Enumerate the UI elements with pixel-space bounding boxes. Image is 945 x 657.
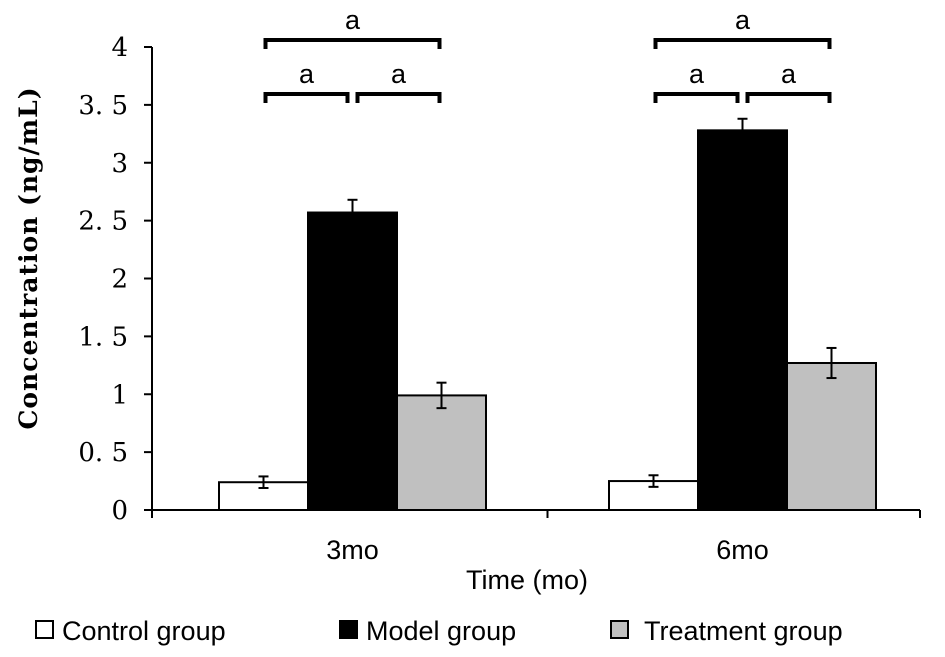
y-tick-label: 0 (111, 496, 128, 526)
error-bar (826, 346, 837, 380)
significance-bracket: a (263, 59, 350, 103)
bar-3mo-treatment-group (396, 394, 487, 511)
significance-bracket: a (653, 5, 832, 49)
significance-label: a (689, 59, 705, 89)
significance-label: a (781, 59, 797, 89)
significance-label: a (735, 5, 751, 35)
y-tick-label: 0. 5 (78, 438, 128, 468)
y-tick-label: 4 (111, 33, 128, 63)
legend-label: Model group (366, 616, 516, 646)
error-bar (648, 474, 659, 488)
significance-bracket: a (355, 59, 442, 103)
bar-3mo-model-group (307, 211, 398, 512)
y-tick-label: 3 (111, 149, 128, 179)
significance-label: a (345, 5, 361, 35)
legend-swatch (610, 620, 629, 639)
legend-item-treatment-group: Treatment group (610, 616, 843, 646)
y-tick-label: 1 (111, 380, 128, 410)
error-bar (436, 381, 447, 410)
bar-6mo-model-group (697, 129, 788, 511)
legend-swatch (35, 620, 54, 639)
y-tick-label: 2. 5 (78, 207, 128, 237)
legend-swatch (339, 620, 358, 639)
bars (218, 117, 877, 512)
significance-label: a (299, 59, 315, 89)
error-bar (258, 475, 269, 490)
significance-brackets: aa aaa a (263, 5, 832, 103)
significance-bracket: a (263, 5, 442, 49)
axes: 0 0. 5 1 1. 5 2 2. 5 3 3. 5 4 3mo 6mo (78, 33, 921, 565)
y-tick-label: 2 (111, 265, 128, 295)
x-tick-label: 6mo (716, 535, 769, 565)
significance-bracket: a (745, 59, 832, 103)
bar-6mo-treatment-group (786, 361, 877, 511)
x-axis-title: Time (mo) (466, 565, 588, 595)
legend-item-control-group: Control group (35, 616, 226, 646)
x-tick-label: 3mo (326, 535, 379, 565)
legend-item-model-group: Model group (339, 616, 516, 646)
significance-bracket: a (653, 59, 740, 103)
legend-label: Control group (62, 616, 226, 646)
y-axis-title: Concentration (ng/mL) (14, 86, 43, 429)
legend: Control group Model group Treatment group (35, 616, 843, 646)
error-bar (347, 198, 358, 227)
significance-label: a (391, 59, 407, 89)
y-tick-label: 1. 5 (78, 322, 128, 352)
error-bar (737, 117, 748, 143)
y-tick-label: 3. 5 (78, 91, 128, 121)
legend-label: Treatment group (644, 616, 843, 646)
